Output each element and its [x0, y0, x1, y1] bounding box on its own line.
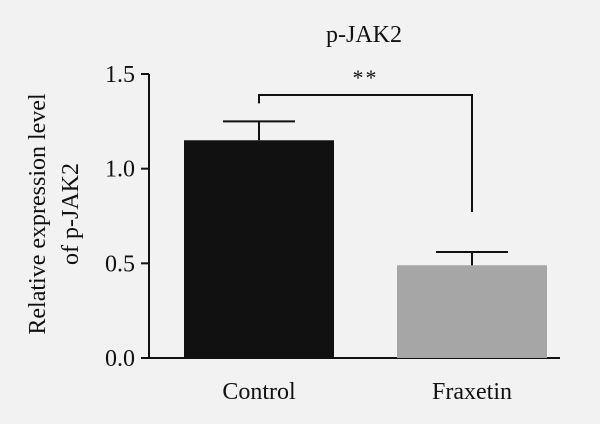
chart-title: p-JAK2 — [326, 22, 402, 48]
bar-fraxetin — [397, 265, 547, 358]
error-bars-group — [223, 120, 508, 266]
significance-group: ** — [258, 65, 473, 212]
y-tick-label: 1.5 — [105, 62, 135, 88]
significance-label: ** — [353, 65, 379, 90]
y-tick-label: 0.0 — [105, 346, 135, 372]
x-tick-label-control: Control — [222, 379, 296, 405]
y-axis-label-line-2: of p-JAK2 — [58, 163, 84, 265]
x-tick-labels: Control Fraxetin — [222, 379, 512, 405]
y-axis-label-line-1: Relative expression level — [25, 93, 51, 335]
y-tick-label: 1.0 — [105, 157, 135, 183]
bar-control — [184, 140, 334, 358]
bars-group — [184, 140, 547, 358]
x-tick-label-fraxetin: Fraxetin — [432, 379, 512, 405]
y-tick-label: 0.5 — [105, 251, 135, 277]
significance-bracket — [258, 94, 473, 212]
